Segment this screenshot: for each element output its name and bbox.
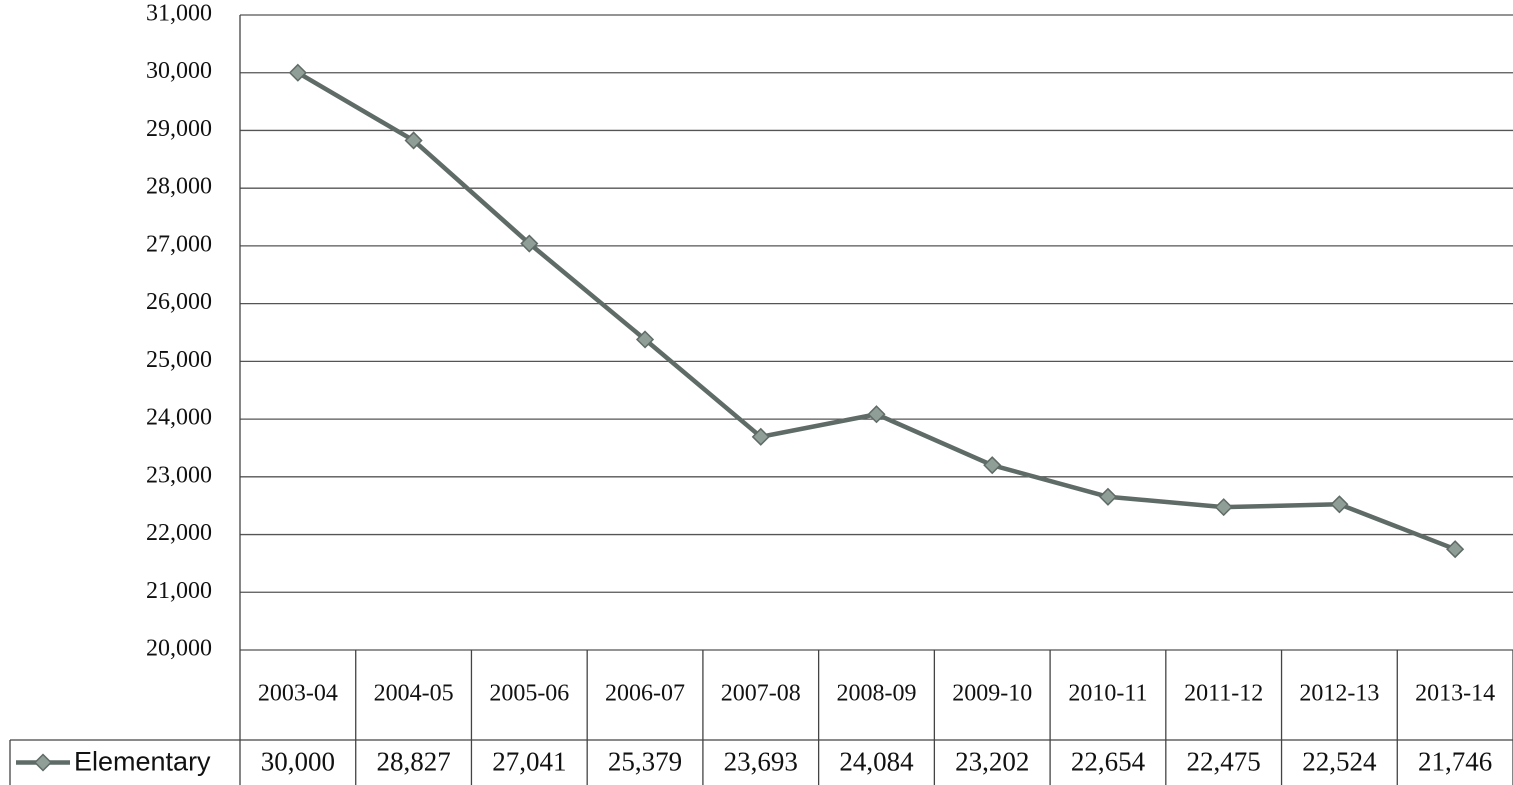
table-value: 22,654 — [1071, 747, 1146, 777]
x-tick-label: 2005-06 — [489, 681, 569, 707]
marker — [1214, 498, 1233, 517]
x-tick-label: 2004-05 — [374, 681, 454, 707]
x-tick-label: 2010-11 — [1068, 681, 1147, 707]
table-value: 22,524 — [1302, 747, 1377, 777]
table-value: 22,475 — [1187, 747, 1261, 777]
table-value: 30,000 — [261, 747, 335, 777]
table-value: 21,746 — [1418, 747, 1492, 777]
marker — [983, 456, 1002, 475]
marker — [404, 131, 423, 150]
y-tick-label: 22,000 — [146, 520, 212, 546]
x-tick-label: 2009-10 — [952, 681, 1032, 707]
marker — [520, 234, 539, 253]
marker — [867, 405, 886, 424]
y-tick-label: 24,000 — [146, 405, 212, 431]
x-tick-label: 2006-07 — [605, 681, 685, 707]
x-tick-label: 2007-08 — [721, 681, 801, 707]
y-tick-label: 26,000 — [146, 289, 212, 315]
y-tick-label: 20,000 — [146, 636, 212, 662]
y-tick-label: 30,000 — [146, 58, 212, 84]
x-tick-label: 2012-13 — [1299, 681, 1379, 707]
x-tick-label: 2011-12 — [1184, 681, 1263, 707]
marker — [635, 330, 655, 349]
marker — [1330, 495, 1349, 514]
y-tick-label: 28,000 — [146, 174, 212, 200]
table-value: 23,693 — [724, 747, 798, 777]
table-value: 24,084 — [839, 747, 914, 777]
marker — [1098, 487, 1118, 506]
y-tick-label: 27,000 — [146, 231, 212, 257]
legend-label: Elementary — [74, 747, 211, 777]
y-tick-label: 21,000 — [146, 578, 212, 604]
table-value: 28,827 — [376, 747, 450, 777]
table-value: 25,379 — [608, 747, 682, 777]
series-line — [296, 70, 1456, 552]
y-tick-label: 29,000 — [146, 116, 212, 142]
marker — [1446, 540, 1465, 559]
y-tick-label: 25,000 — [146, 347, 212, 373]
marker — [288, 63, 307, 82]
table-value: 27,041 — [492, 747, 566, 777]
y-tick-label: 31,000 — [146, 1, 212, 27]
x-tick-label: 2013-14 — [1415, 681, 1495, 707]
marker — [751, 427, 770, 446]
legend-marker — [33, 753, 53, 772]
y-tick-label: 23,000 — [146, 462, 212, 488]
table-value: 23,202 — [955, 747, 1029, 777]
x-tick-label: 2008-09 — [837, 681, 917, 707]
x-tick-label: 2003-04 — [258, 681, 338, 707]
